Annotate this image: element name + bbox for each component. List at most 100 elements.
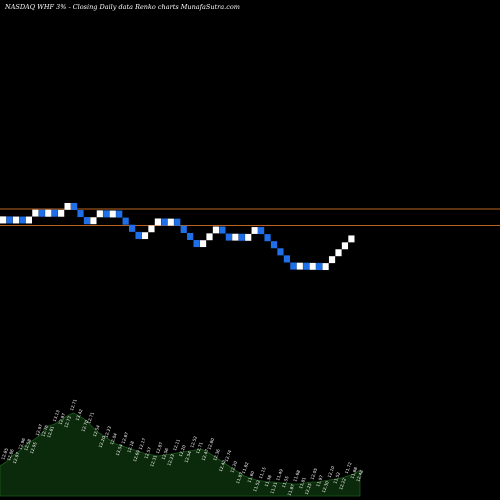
renko-brick [348, 235, 355, 243]
volume-data-label: 12.74 [224, 449, 233, 462]
volume-data-label: 12.11 [172, 438, 181, 451]
renko-brick [187, 232, 194, 241]
volume-data-label: 12.23 [166, 453, 175, 466]
volume-data-label: 12.86 [6, 448, 15, 461]
volume-data-label: 12.56 [161, 447, 170, 460]
renko-brick [77, 210, 84, 218]
volume-data-label: 12.69 [132, 449, 141, 462]
renko-brick [109, 210, 116, 218]
renko-brick [238, 233, 245, 241]
volume-data-label: 11.87 [287, 483, 296, 496]
renko-brick [206, 233, 213, 241]
renko-brick [277, 248, 284, 256]
renko-brick [296, 262, 303, 270]
volume-data-label: 12.30 [321, 480, 330, 493]
volume-data-label: 12.97 [57, 412, 66, 425]
renko-brick [0, 216, 7, 224]
volume-data-label: 11.15 [258, 466, 267, 479]
volume-data-label: 12.48 [355, 469, 364, 482]
volume-data-label: 12.54 [92, 424, 101, 437]
renko-brick [83, 217, 91, 225]
renko-brick [96, 210, 103, 218]
renko-brick [258, 227, 265, 235]
volume-data-label: 12.97 [12, 451, 21, 464]
volume-data-label: 11.52 [252, 479, 261, 492]
volume-data-label: 12.70 [80, 419, 89, 432]
volume-data-label: 12.97 [35, 423, 44, 436]
chart-title: NASDAQ WHF 3% - Closing Daily data Renko… [5, 3, 240, 11]
volume-data-label: 13.54 [115, 443, 124, 456]
renko-brick [141, 232, 149, 240]
renko-brick [180, 225, 187, 233]
volume-data-label: 11.68 [292, 469, 301, 482]
renko-brick [167, 218, 174, 226]
volume-data-label: 11.72 [344, 461, 353, 474]
renko-brick [309, 262, 316, 270]
volume-data-label: 12.47 [201, 448, 210, 461]
volume-data-label: 12.71 [195, 441, 204, 454]
volume-data-label: 12.20 [178, 444, 187, 457]
renko-brick [19, 216, 26, 224]
renko-brick [32, 209, 39, 217]
renko-brick [193, 240, 200, 248]
volume-data-label: 12.20 [229, 460, 238, 473]
renko-brick [154, 218, 161, 226]
renko-brick [135, 231, 142, 240]
renko-brick [264, 234, 271, 242]
volume-data-label: 12.42 [218, 459, 227, 472]
renko-brick [322, 263, 329, 271]
renko-brick [199, 240, 207, 248]
volume-area [0, 412, 361, 497]
volume-data-label: 11.87 [235, 471, 244, 484]
volume-data-label: 11.97 [315, 474, 324, 487]
volume-data-label: 11.82 [241, 461, 250, 474]
renko-brick [25, 216, 32, 224]
volume-data-label: 12.17 [138, 437, 147, 450]
renko-brick [251, 227, 258, 234]
renko-brick [58, 209, 65, 217]
volume-data-label: 12.85 [0, 447, 9, 460]
volume-data-label: 12.87 [155, 441, 164, 454]
volume-data-label: 12.36 [212, 448, 221, 461]
volume-data-label: 12.80 [206, 437, 215, 450]
volume-data-label: 12.95 [29, 441, 38, 454]
volume-data-label: 12.71 [86, 411, 95, 424]
volume-data-label: 12.54 [183, 450, 192, 463]
volume-data-label: 11.60 [246, 470, 255, 483]
volume-data-label: 13.42 [75, 408, 84, 421]
volume-data-label: 11.55 [281, 475, 290, 488]
volume-data-label: 12.31 [149, 454, 158, 467]
renko-brick [232, 233, 239, 241]
renko-brick [335, 249, 342, 257]
volume-data-label: 12.58 [23, 438, 32, 451]
volume-data-label: 12.73 [63, 415, 72, 428]
renko-brick [225, 233, 232, 241]
renko-brick [161, 218, 168, 226]
renko-brick [116, 210, 123, 218]
volume-data-label: 12.04 [109, 432, 118, 445]
volume-data-label: 12.18 [126, 440, 135, 453]
renko-brick [316, 262, 323, 271]
renko-brick [341, 242, 349, 250]
renko-brick [103, 210, 110, 218]
renko-brick [64, 203, 71, 210]
renko-brick [303, 262, 310, 270]
volume-data-label: 12.22 [338, 477, 347, 490]
volume-data-label: 11.81 [298, 476, 307, 489]
renko-brick [174, 218, 181, 226]
renko-brick [70, 203, 78, 211]
renko-brick [45, 209, 52, 217]
volume-data-label: 12.81 [46, 425, 55, 438]
volume-data-label: 12.10 [327, 465, 336, 478]
volume-data-label: 12.87 [120, 431, 129, 444]
volume-data-label: 11.52 [332, 471, 341, 484]
volume-data-label: 12.05 [309, 467, 318, 480]
renko-brick [6, 216, 13, 224]
volume-data-label: 11.21 [269, 481, 278, 494]
renko-brick [245, 233, 252, 241]
volume-data-label: 12.52 [189, 435, 198, 448]
renko-brick [290, 262, 297, 270]
renko-brick [12, 216, 20, 224]
